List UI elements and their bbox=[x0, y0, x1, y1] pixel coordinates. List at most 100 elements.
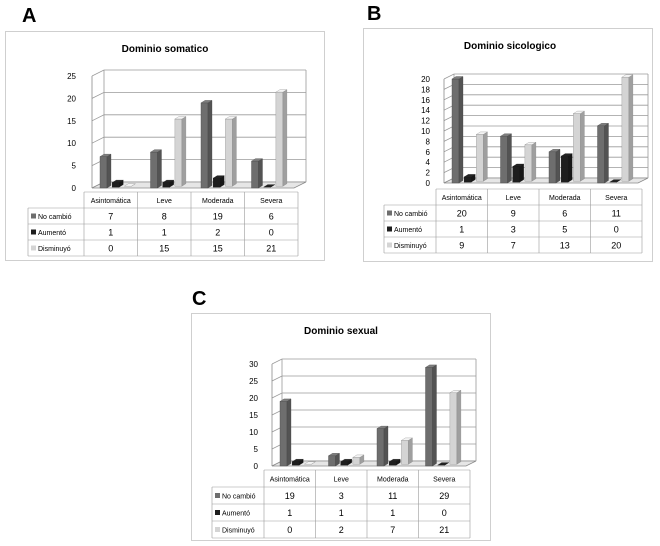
bar-no-cambio-leve bbox=[499, 133, 513, 184]
bar-no-cambio-asintomatica bbox=[99, 153, 112, 189]
gridline bbox=[443, 125, 648, 132]
legend-swatch-disminuyo bbox=[387, 242, 392, 248]
y-tick-label: 8 bbox=[426, 137, 431, 146]
table-cell-no-cambio-severa: 11 bbox=[612, 209, 621, 219]
gridline bbox=[443, 167, 648, 173]
y-tick-label: 30 bbox=[249, 360, 258, 369]
chart-title: Dominio sicologico bbox=[464, 41, 556, 52]
y-tick-label: 14 bbox=[421, 106, 430, 115]
y-tick-label: 4 bbox=[426, 158, 431, 167]
category-label-asintomatica: Asintomática bbox=[91, 198, 131, 205]
gridline bbox=[271, 358, 476, 365]
table-cell-no-cambio-leve: 8 bbox=[162, 212, 167, 222]
legend-label-no-cambio: No cambió bbox=[222, 494, 256, 501]
y-tick-label: 5 bbox=[72, 162, 77, 171]
category-label-moderada: Moderada bbox=[549, 195, 581, 202]
y-tick-label: 18 bbox=[421, 85, 430, 94]
bar-aumento-severa bbox=[437, 462, 450, 466]
y-tick-label: 10 bbox=[249, 428, 258, 437]
table-cell-disminuyo-moderada: 7 bbox=[390, 525, 395, 535]
gridline bbox=[271, 426, 476, 433]
table-cell-disminuyo-asintomatica: 0 bbox=[108, 244, 113, 254]
table-cell-no-cambio-leve: 9 bbox=[511, 209, 516, 219]
table-cell-no-cambio-asintomatica: 19 bbox=[285, 491, 295, 501]
chart-svg: Dominio sicologico02468101214161820Asint… bbox=[383, 41, 649, 254]
bar-disminuyo-leve bbox=[524, 142, 537, 182]
table-cell-disminuyo-moderada: 13 bbox=[560, 241, 570, 251]
gridline bbox=[91, 114, 306, 122]
y-tick-label: 12 bbox=[421, 117, 430, 126]
bar-no-cambio-severa bbox=[424, 364, 438, 467]
bar-no-cambio-moderada bbox=[376, 425, 389, 467]
table-cell-aumento-asintomatica: 1 bbox=[108, 228, 113, 238]
category-label-severa: Severa bbox=[433, 477, 455, 484]
category-label-moderada: Moderada bbox=[202, 198, 234, 205]
table-cell-no-cambio-severa: 29 bbox=[439, 491, 449, 501]
chart-panel-sicologico: Dominio sicologico 0 2 4 6 8 10 12 14 16 18 20 Asint… bbox=[363, 28, 653, 262]
bar-aumento-leve bbox=[340, 458, 353, 466]
table-cell-aumento-leve: 3 bbox=[511, 225, 516, 235]
table-cell-no-cambio-asintomatica: 7 bbox=[108, 212, 113, 222]
bar-aumento-moderada bbox=[212, 175, 225, 188]
bar-disminuyo-severa bbox=[449, 390, 462, 465]
data-table: Asintomática Leve Moderada Severa No cambió 1… bbox=[211, 469, 471, 539]
y-tick-label: 0 bbox=[426, 179, 431, 188]
y-tick-label: 6 bbox=[426, 148, 431, 157]
table-cell-no-cambio-asintomatica: 20 bbox=[457, 209, 467, 219]
bar-no-cambio-moderada bbox=[548, 149, 561, 184]
table-cell-no-cambio-moderada: 11 bbox=[388, 491, 397, 501]
table-cell-aumento-moderada: 5 bbox=[562, 225, 567, 235]
bar-aumento-severa bbox=[263, 184, 276, 188]
bar-aumento-asintomatica bbox=[291, 458, 304, 466]
legend-label-aumento: Aumentó bbox=[38, 230, 66, 237]
bar-aumento-leve bbox=[162, 179, 175, 188]
bars bbox=[99, 89, 288, 189]
y-tick-label: 25 bbox=[67, 72, 76, 81]
y-tick-label: 0 bbox=[72, 184, 77, 193]
chart-floor bbox=[271, 460, 477, 467]
gridline bbox=[443, 156, 648, 163]
y-tick-label: 10 bbox=[421, 127, 430, 136]
y-tick-label: 20 bbox=[421, 75, 430, 84]
category-label-leve: Leve bbox=[334, 477, 349, 484]
gridlines bbox=[271, 358, 476, 467]
gridlines bbox=[91, 69, 306, 189]
legend-label-disminuyo: Disminuyó bbox=[394, 243, 427, 250]
y-tick-label: 15 bbox=[67, 117, 76, 126]
table-cell-no-cambio-leve: 3 bbox=[339, 491, 344, 501]
category-label-severa: Severa bbox=[260, 198, 282, 205]
gridline bbox=[443, 104, 648, 111]
table-cell-no-cambio-moderada: 6 bbox=[562, 209, 567, 219]
y-tick-label: 5 bbox=[254, 445, 259, 454]
chart-title: Dominio somatico bbox=[122, 44, 209, 55]
bar-aumento-moderada bbox=[560, 153, 573, 183]
table-cell-aumento-severa: 0 bbox=[614, 225, 619, 235]
legend-label-no-cambio: No cambió bbox=[394, 211, 428, 218]
bar-disminuyo-asintomatica bbox=[475, 131, 488, 182]
table-cell-aumento-leve: 1 bbox=[162, 228, 167, 238]
legend-swatch-disminuyo bbox=[215, 527, 220, 532]
table-cell-aumento-severa: 0 bbox=[269, 228, 274, 238]
gridline bbox=[443, 136, 648, 142]
legend-swatch-no-cambio bbox=[387, 210, 392, 216]
bar-no-cambio-leve bbox=[149, 149, 163, 189]
bar-disminuyo-asintomatica bbox=[303, 461, 316, 465]
panel-letter-b: B bbox=[367, 3, 382, 25]
bar-disminuyo-moderada bbox=[572, 110, 585, 182]
bar-no-cambio-severa bbox=[250, 158, 264, 189]
legend-swatch-aumento bbox=[215, 510, 220, 515]
bar-disminuyo-leve bbox=[174, 116, 187, 187]
y-tick-label: 0 bbox=[254, 462, 259, 471]
panel-letter-c: C bbox=[192, 288, 207, 310]
bar-aumento-moderada bbox=[388, 458, 401, 466]
legend-label-aumento: Aumentó bbox=[394, 227, 422, 234]
table-cell-disminuyo-severa: 20 bbox=[611, 241, 621, 251]
table-cell-disminuyo-severa: 21 bbox=[439, 525, 449, 535]
chart-panel-somatico: Dominio somatico 0 5 10 15 20 25 Asintomática Le… bbox=[5, 31, 325, 261]
legend-swatch-disminuyo bbox=[31, 245, 36, 251]
gridline bbox=[443, 115, 648, 121]
bar-no-cambio-leve bbox=[327, 453, 341, 467]
data-table: Asintomática Leve Moderada Severa No cambió 2… bbox=[383, 188, 643, 254]
